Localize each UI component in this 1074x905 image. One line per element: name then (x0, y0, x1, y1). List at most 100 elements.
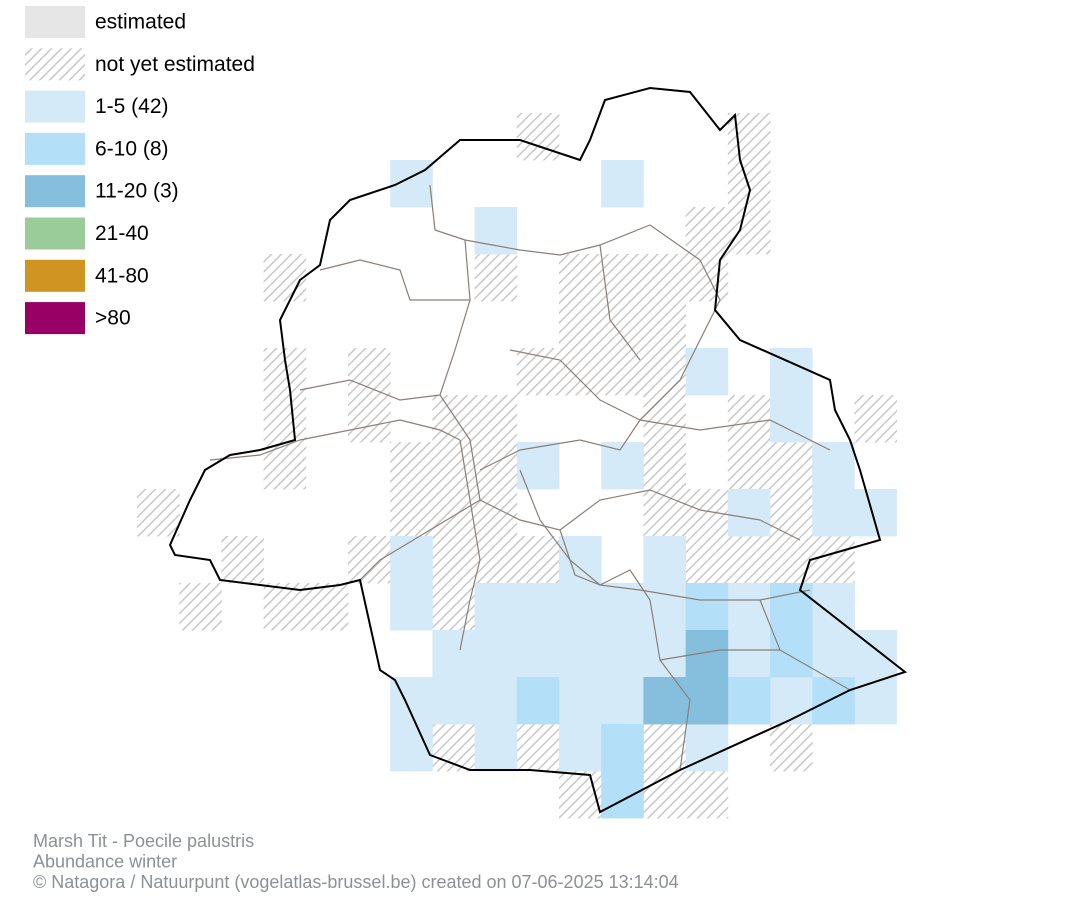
grid-cell (770, 677, 813, 725)
municipality-borders (209, 184, 851, 771)
legend-label: not yet estimated (95, 53, 255, 76)
grid-cell (812, 442, 855, 490)
grid-cell (727, 113, 771, 161)
grid-cells (137, 113, 897, 819)
legend-swatch (25, 175, 85, 208)
grid-cell (390, 489, 433, 537)
grid-cell (390, 442, 433, 490)
legend-swatch (25, 259, 85, 292)
grid-cell (432, 395, 475, 443)
grid-cell (643, 630, 686, 678)
grid-cell (474, 395, 518, 443)
grid-cell (643, 536, 686, 584)
grid-cell (812, 536, 855, 584)
grid-cell (559, 536, 602, 584)
grid-cell (727, 536, 771, 584)
grid-cell (432, 536, 475, 584)
grid-cell (559, 583, 602, 631)
grid-cell (516, 677, 560, 725)
grid-cell (643, 254, 686, 302)
grid-cell (559, 630, 602, 678)
grid-cell (601, 630, 644, 678)
grid-cell (685, 489, 729, 537)
legend-swatch (25, 302, 85, 335)
grid-cell (727, 630, 771, 678)
grid-cell (474, 583, 518, 631)
grid-cell (643, 301, 686, 349)
grid-cell (601, 301, 644, 349)
legend-swatch (25, 90, 85, 123)
grid-cell (727, 395, 771, 443)
footer-text: © Natagora / Natuurpunt (vogelatlas-brus… (33, 872, 679, 892)
grid-cell (601, 583, 644, 631)
grid-cell (474, 677, 518, 725)
grid-cell (474, 630, 518, 678)
grid-cell (770, 724, 813, 772)
grid-cell (263, 254, 307, 302)
grid-cell (474, 207, 518, 255)
legend-swatch (25, 6, 85, 38)
grid-cell (727, 207, 771, 255)
grid-cell (643, 489, 686, 537)
grid-cell (643, 442, 686, 490)
legend-label: 6-10 (8) (95, 137, 169, 160)
grid-cell (263, 395, 307, 443)
grid-cell (854, 677, 897, 725)
grid-cell (601, 160, 644, 208)
grid-cell (432, 630, 475, 678)
grid-cell (516, 536, 560, 584)
legend-label: >80 (95, 307, 131, 330)
legend-label: 21-40 (95, 222, 149, 245)
grid-cell (348, 536, 391, 584)
legend: estimated not yet estimated 1-5 (42) 6-10 (… (25, 6, 255, 335)
grid-cell (854, 489, 897, 537)
legend-label: 11-20 (3) (95, 180, 179, 203)
grid-cell (263, 442, 307, 490)
grid-cell (432, 583, 475, 631)
grid-cell (643, 724, 686, 772)
grid-cell (432, 442, 475, 490)
grid-cell (559, 301, 602, 349)
grid-cell (727, 583, 771, 631)
grid-cell (432, 489, 475, 537)
region-outline (168, 86, 908, 814)
grid-cell (727, 677, 771, 725)
grid-cell (179, 583, 222, 631)
footer-text: Marsh Tit - Poecile palustris (33, 831, 254, 851)
legend-swatch (25, 132, 85, 165)
grid-cell (685, 677, 729, 725)
grid-cell (263, 583, 307, 631)
footer-text: Abundance winter (33, 851, 177, 871)
grid-cell (727, 442, 771, 490)
grid-cell (685, 771, 729, 819)
grid-cell (854, 395, 897, 443)
grid-cell (432, 677, 475, 725)
grid-cell (685, 583, 729, 631)
grid-cell (474, 489, 518, 537)
grid-cell (516, 113, 560, 161)
legend-swatch (25, 48, 85, 81)
grid-cell (770, 536, 813, 584)
grid-cell (390, 583, 433, 631)
grid-cell (643, 348, 686, 396)
grid-cell (474, 724, 518, 772)
grid-cell (559, 254, 602, 302)
grid-cell (770, 630, 813, 678)
grid-cell (348, 395, 391, 443)
grid-cell (643, 395, 686, 443)
grid-cell (643, 677, 686, 725)
legend-label: estimated (95, 11, 186, 34)
grid-cell (601, 724, 644, 772)
grid-cell (770, 489, 813, 537)
grid-cell (685, 536, 729, 584)
grid-cell (516, 724, 560, 772)
grid-cell (474, 254, 518, 302)
grid-cell (601, 442, 644, 490)
legend-label: 41-80 (95, 264, 149, 287)
grid-cell (559, 677, 602, 725)
grid-cell (812, 630, 855, 678)
grid-cell (474, 442, 518, 490)
